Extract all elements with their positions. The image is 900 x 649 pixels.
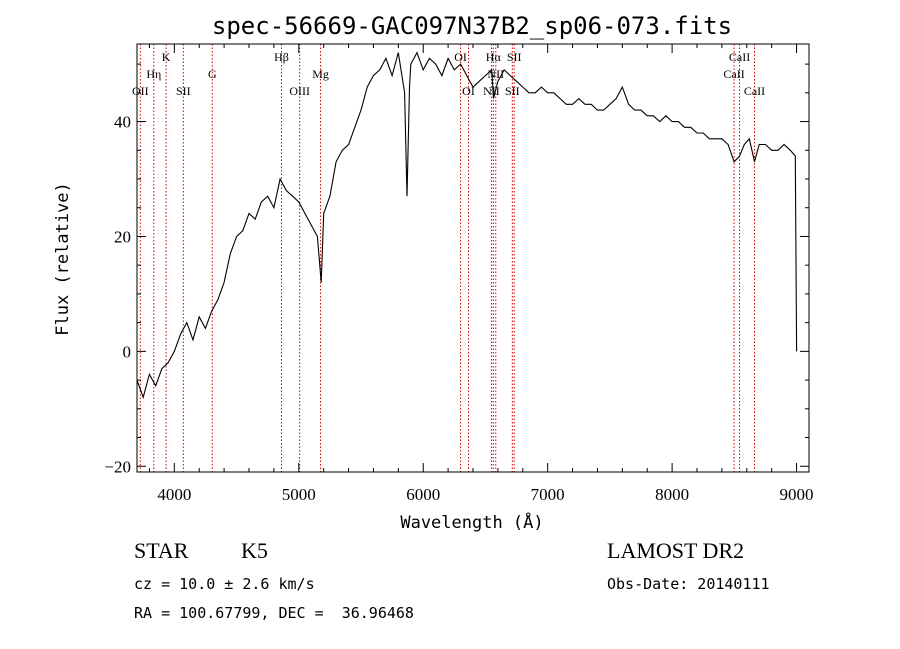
plot-frame — [136, 43, 810, 473]
x-tick-label-5: 9000 — [780, 485, 814, 504]
line-label-4: G — [208, 67, 217, 81]
x-tick-label-1: 5000 — [282, 485, 316, 504]
line-label-0: OII — [132, 84, 149, 98]
obs-date-text: Obs-Date: 20140111 — [607, 575, 770, 593]
y-axis-label: Flux (relative) — [53, 182, 73, 336]
redshift-text: cz = 10.0 ± 2.6 km/s — [134, 575, 315, 593]
line-label-2: K — [162, 50, 171, 64]
line-label-7: Mg — [312, 67, 329, 81]
survey-name: LAMOST DR2 — [607, 538, 745, 563]
chart-title: spec-56669-GAC097N37B2_sp06-073.fits — [212, 12, 732, 40]
y-tick-label-3: 40 — [114, 113, 131, 132]
line-label-1: Hη — [146, 67, 161, 81]
line-label-6: OIII — [289, 84, 310, 98]
y-tick-label-0: −20 — [104, 457, 131, 476]
x-tick-label-4: 8000 — [655, 485, 689, 504]
x-tick-label-0: 4000 — [157, 485, 191, 504]
spectrum-series-line — [136, 51, 798, 400]
y-tick-label-2: 20 — [114, 227, 131, 246]
object-subclass: K5 — [241, 538, 268, 563]
x-tick-label-2: 6000 — [406, 485, 440, 504]
spectral-line-markers — [139, 44, 755, 472]
line-label-16: CaII — [729, 50, 750, 64]
line-label-10: NII — [483, 84, 500, 98]
y-axis-ticks: −20 0 20 40 — [104, 63, 809, 476]
line-label-8: OI — [454, 50, 467, 64]
line-label-5: Hβ — [274, 50, 289, 64]
line-label-9: OI — [462, 84, 475, 98]
y-tick-label-1: 0 — [123, 342, 132, 361]
line-label-15: CaII — [723, 67, 744, 81]
x-axis-ticks: 4000 5000 6000 7000 8000 9000 — [148, 44, 814, 504]
line-label-13: SII — [505, 84, 520, 98]
line-label-17: CaII — [744, 84, 765, 98]
object-class: STAR — [134, 538, 189, 563]
x-tick-label-3: 7000 — [531, 485, 565, 504]
coordinates-text: RA = 100.67799, DEC = 36.96468 — [134, 604, 414, 622]
line-label-14: SII — [507, 50, 522, 64]
line-label-3: SII — [176, 84, 191, 98]
x-axis-label: Wavelength (Å) — [400, 511, 543, 533]
line-label-11: Hα — [486, 50, 502, 64]
